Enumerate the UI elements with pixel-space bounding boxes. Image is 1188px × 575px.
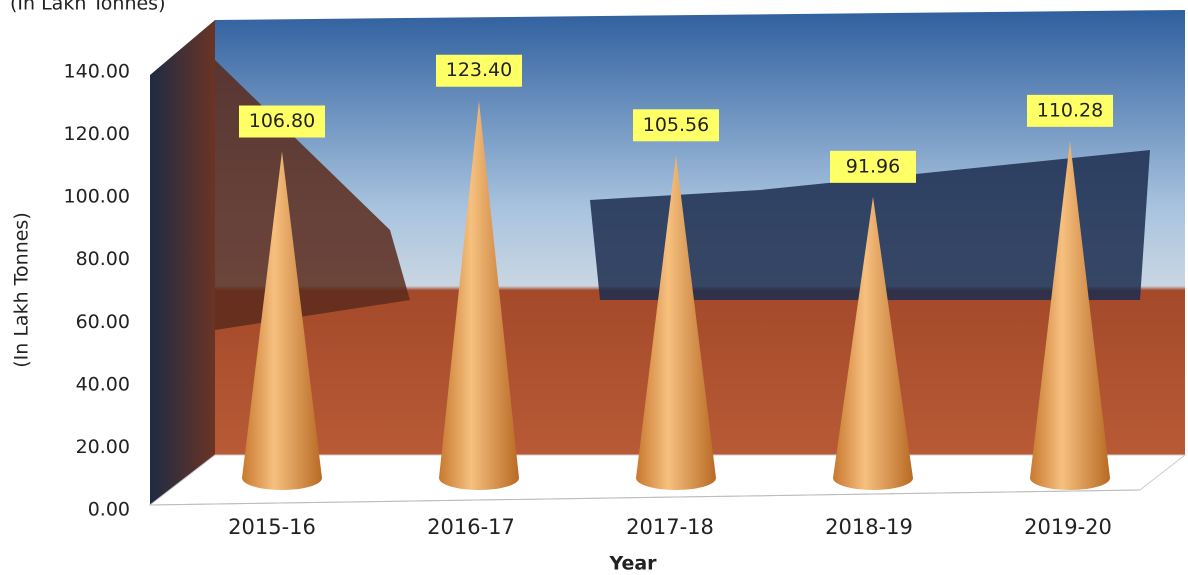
value-label: 105.56 <box>643 114 709 136</box>
y-tick-label: 60.00 <box>76 311 130 333</box>
x-tick-label: 2016-17 <box>427 515 515 539</box>
y-tick-label: 140.00 <box>64 61 130 83</box>
cone-body <box>636 155 716 490</box>
cone <box>636 155 716 490</box>
y-tick-label: 120.00 <box>64 123 130 145</box>
cone <box>439 100 519 491</box>
x-tick-label: 2019-20 <box>1024 515 1112 539</box>
x-axis-label: Year <box>608 553 657 575</box>
value-label-box <box>830 150 916 183</box>
value-label-box <box>633 109 719 142</box>
value-label: 91.96 <box>846 155 900 177</box>
y-tick-label: 0.00 <box>88 499 130 521</box>
cone-body <box>242 151 322 491</box>
value-label: 110.28 <box>1037 99 1103 121</box>
y-tick-label: 80.00 <box>76 248 130 270</box>
y-tick-label: 20.00 <box>76 436 130 458</box>
cone <box>833 196 913 490</box>
y-axis-label: (In Lakh Tonnes) <box>11 212 33 368</box>
cone <box>1030 140 1110 491</box>
value-label-box <box>239 105 325 138</box>
x-tick-label: 2015-16 <box>228 515 316 539</box>
y-tick-label: 40.00 <box>76 373 130 395</box>
y-tick-label: 100.00 <box>64 186 130 208</box>
x-tick-label: 2017-18 <box>626 515 714 539</box>
cone-body <box>1030 140 1110 491</box>
cone-body <box>833 196 913 490</box>
cone <box>242 151 322 491</box>
value-label: 123.40 <box>446 59 512 81</box>
value-label-box <box>436 54 522 87</box>
value-label: 106.80 <box>249 110 315 132</box>
value-label-box <box>1027 94 1113 127</box>
chart-title: (In Lakh Tonnes) <box>10 0 166 15</box>
cone-body <box>439 100 519 491</box>
x-tick-label: 2018-19 <box>825 515 913 539</box>
